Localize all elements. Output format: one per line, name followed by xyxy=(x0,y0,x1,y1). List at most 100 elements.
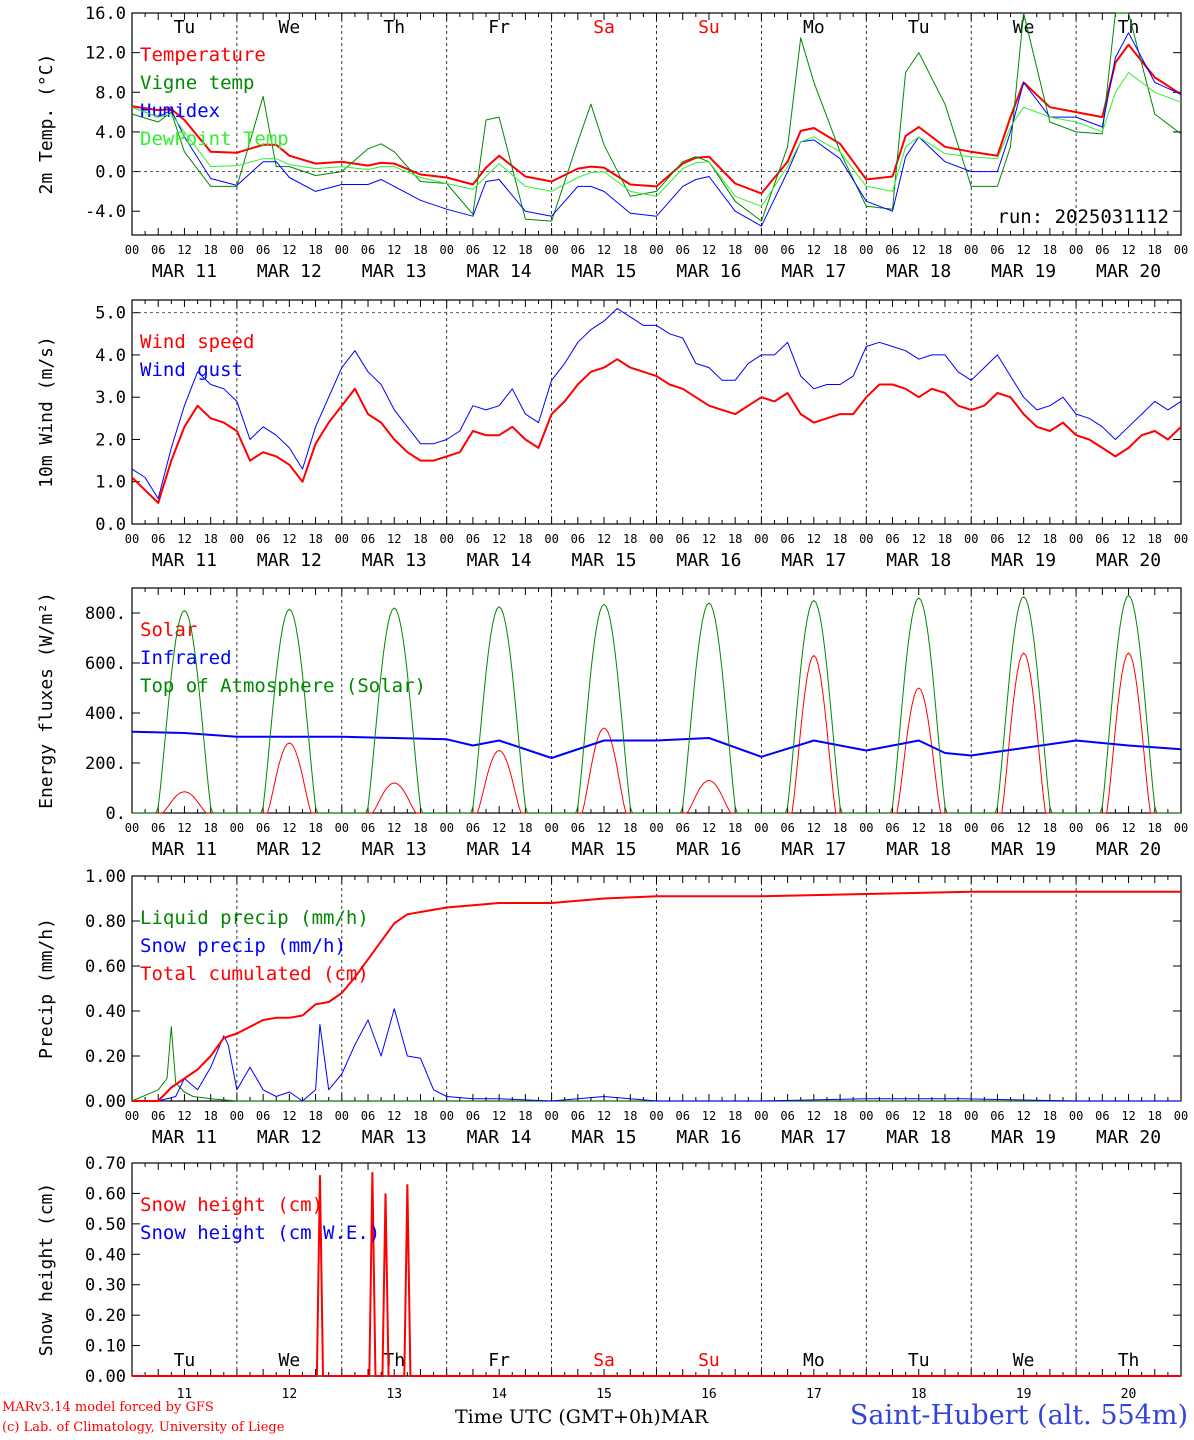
panel-3-date-label: MAR 12 xyxy=(257,839,322,860)
panel-2-x-tick-label: 06 xyxy=(361,532,375,546)
panel-1-x-tick-label: 18 xyxy=(623,243,637,257)
panel-3-x-tick-label: 12 xyxy=(492,821,506,835)
panel-2-series-wind-gust xyxy=(131,308,1182,500)
panel-2-y-tick-label: 4.0 xyxy=(95,346,126,366)
panel-3-x-tick-label: 18 xyxy=(938,821,952,835)
panel-2-y-tick-label: 1.0 xyxy=(95,473,126,493)
panel-4-x-tick-label: 00 xyxy=(964,1109,978,1123)
panel-3-x-tick-label: 18 xyxy=(833,821,847,835)
panel-1-x-tick-label: 00 xyxy=(230,243,244,257)
panel-4-y-tick-label: 0.60 xyxy=(85,957,126,977)
panel-1-date-label: MAR 15 xyxy=(572,261,637,282)
panel-1-y-tick-label: 16.0 xyxy=(85,4,126,24)
panel-1-weekday-label: Su xyxy=(698,17,720,38)
panel-1-date-label: MAR 14 xyxy=(467,261,532,282)
panel-4-x-tick-label: 06 xyxy=(885,1109,899,1123)
panel-1-weekday-label: Th xyxy=(383,17,405,38)
panel-3-x-tick-label: 00 xyxy=(125,821,139,835)
panel-1-weekday-label: Fr xyxy=(488,17,510,38)
panel-4-x-tick-label: 06 xyxy=(256,1109,270,1123)
panel-1-x-tick-label: 00 xyxy=(1174,243,1188,257)
panel-1-series-temperature xyxy=(131,43,1182,195)
panel-3-x-tick-label: 12 xyxy=(387,821,401,835)
panel-4-y-tick-label: 1.00 xyxy=(85,867,126,887)
panel-3-x-tick-label: 12 xyxy=(912,821,926,835)
panel-1-x-tick-label: 00 xyxy=(754,243,768,257)
panel-2-x-tick-label: 12 xyxy=(282,532,296,546)
panel-1-x-tick-label: 00 xyxy=(544,243,558,257)
panel-3-legend-entry: Solar xyxy=(140,619,197,641)
panel-3-date-label: MAR 14 xyxy=(467,839,532,860)
panel-3-date-label: MAR 18 xyxy=(886,839,951,860)
panel-2-date-label: MAR 15 xyxy=(572,550,637,571)
bottom-day-number: 17 xyxy=(806,1387,822,1402)
panel-3-y-tick-label: 0. xyxy=(106,804,126,824)
panel-4-x-tick-label: 00 xyxy=(1174,1109,1188,1123)
panel-4-x-tick-label: 18 xyxy=(728,1109,742,1123)
panel-4-x-tick-label: 00 xyxy=(439,1109,453,1123)
panel-4-x-tick-label: 00 xyxy=(649,1109,663,1123)
panel-5-legend-entry: Snow height (cm W.E.) xyxy=(140,1222,380,1244)
panel-2-x-tick-label: 06 xyxy=(256,532,270,546)
model-credit: MARv3.14 model forced by GFS xyxy=(2,1400,214,1415)
panel-3-x-tick-label: 00 xyxy=(335,821,349,835)
panel-2-x-tick-label: 06 xyxy=(151,532,165,546)
panel-2-x-tick-label: 00 xyxy=(125,532,139,546)
panel-5-y-tick-label: 0.10 xyxy=(85,1337,126,1357)
panel-4-date-label: MAR 12 xyxy=(257,1127,322,1148)
panel-3-x-tick-label: 12 xyxy=(1121,821,1135,835)
panel-4-x-tick-label: 12 xyxy=(1016,1109,1030,1123)
panel-3-x-tick-label: 00 xyxy=(964,821,978,835)
panel-1-weekday-label: Mo xyxy=(803,17,825,38)
panel-3-x-tick-label: 06 xyxy=(885,821,899,835)
panel-4-x-tick-label: 12 xyxy=(702,1109,716,1123)
panel-4-x-tick-label: 06 xyxy=(151,1109,165,1123)
panel-4-x-tick-label: 18 xyxy=(833,1109,847,1123)
time-label: Time UTC (GMT+0h) xyxy=(455,1406,661,1428)
panel-4-x-tick-label: 12 xyxy=(597,1109,611,1123)
panel-1-date-label: MAR 11 xyxy=(152,261,217,282)
panel-1-weekday-label: Tu xyxy=(908,17,930,38)
panel-1-x-tick-label: 18 xyxy=(938,243,952,257)
panel-4-x-tick-label: 12 xyxy=(912,1109,926,1123)
panel-3-x-tick-label: 00 xyxy=(1174,821,1188,835)
panel-4-date-label: MAR 15 xyxy=(572,1127,637,1148)
panel-4-x-tick-label: 18 xyxy=(518,1109,532,1123)
panel-1-x-tick-label: 06 xyxy=(571,243,585,257)
panel-2-y-tick-label: 2.0 xyxy=(95,430,126,450)
panel-4-legend-entry: Liquid precip (mm/h) xyxy=(140,907,369,929)
panel-2-x-tick-label: 12 xyxy=(702,532,716,546)
panel-2-x-tick-label: 12 xyxy=(387,532,401,546)
panel-3-y-axis-label: Energy fluxes (W/m²) xyxy=(36,592,57,809)
bottom-day-number: 16 xyxy=(701,1387,717,1402)
panel-2-x-tick-label: 18 xyxy=(728,532,742,546)
panel-4-date-label: MAR 19 xyxy=(991,1127,1056,1148)
panel-3-x-tick-label: 06 xyxy=(1095,821,1109,835)
panel-3-y-tick-label: 400. xyxy=(85,704,126,724)
panel-3-x-tick-label: 18 xyxy=(518,821,532,835)
panel-1-x-tick-label: 00 xyxy=(335,243,349,257)
panel-4-x-tick-label: 00 xyxy=(125,1109,139,1123)
panel-4-date-label: MAR 14 xyxy=(467,1127,532,1148)
panel-1-x-tick-label: 12 xyxy=(177,243,191,257)
panel-5-y-tick-label: 0.50 xyxy=(85,1215,126,1235)
panel-1-x-tick-label: 18 xyxy=(1043,243,1057,257)
panel-3-x-tick-label: 12 xyxy=(702,821,716,835)
panel-5-y-tick-label: 0.60 xyxy=(85,1184,126,1204)
panel-3-x-tick-label: 12 xyxy=(177,821,191,835)
panel-2-x-tick-label: 06 xyxy=(1095,532,1109,546)
panel-1-x-tick-label: 00 xyxy=(964,243,978,257)
panel-1-x-tick-label: 18 xyxy=(203,243,217,257)
panel-2-x-tick-label: 06 xyxy=(466,532,480,546)
panel-2-x-tick-label: 18 xyxy=(203,532,217,546)
panel-2-x-tick-label: 18 xyxy=(1148,532,1162,546)
panel-1-x-tick-label: 12 xyxy=(387,243,401,257)
panel-2-x-tick-label: 00 xyxy=(439,532,453,546)
panel-3-x-tick-label: 06 xyxy=(675,821,689,835)
panel-3-x-tick-label: 00 xyxy=(230,821,244,835)
month-label: MAR xyxy=(660,1406,709,1428)
panel-1-date-label: MAR 17 xyxy=(781,261,846,282)
panel-1-x-tick-label: 00 xyxy=(859,243,873,257)
panel-1-x-tick-label: 06 xyxy=(885,243,899,257)
